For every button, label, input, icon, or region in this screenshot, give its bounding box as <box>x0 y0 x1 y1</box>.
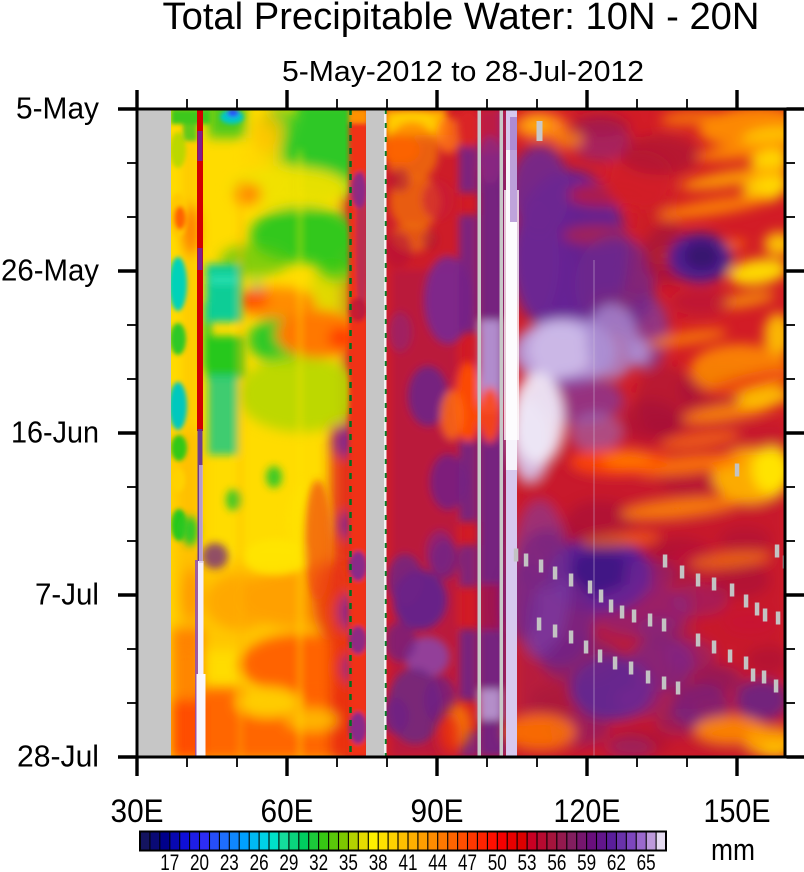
svg-text:44: 44 <box>428 850 447 872</box>
svg-text:17: 17 <box>160 850 179 872</box>
svg-text:32: 32 <box>309 850 328 872</box>
svg-text:26-May: 26-May <box>1 252 99 287</box>
svg-text:Total Precipitable Water: 10N: Total Precipitable Water: 10N - 20N <box>163 0 760 38</box>
svg-text:47: 47 <box>458 850 477 872</box>
svg-text:5-May: 5-May <box>16 90 99 125</box>
svg-text:mm: mm <box>711 832 755 867</box>
svg-text:5-May-2012 to 28-Jul-2012: 5-May-2012 to 28-Jul-2012 <box>282 56 644 88</box>
svg-text:29: 29 <box>279 850 298 872</box>
svg-text:62: 62 <box>607 850 626 872</box>
svg-text:53: 53 <box>518 850 537 872</box>
svg-text:150E: 150E <box>704 793 771 829</box>
svg-text:16-Jun: 16-Jun <box>11 414 99 449</box>
svg-text:56: 56 <box>547 850 566 872</box>
svg-text:65: 65 <box>637 850 656 872</box>
svg-text:28-Jul: 28-Jul <box>17 738 99 773</box>
svg-text:30E: 30E <box>111 793 164 829</box>
svg-text:90E: 90E <box>411 793 464 829</box>
svg-text:7-Jul: 7-Jul <box>35 576 99 611</box>
svg-text:41: 41 <box>398 850 417 872</box>
svg-text:35: 35 <box>339 850 358 872</box>
svg-text:50: 50 <box>488 850 507 872</box>
svg-text:26: 26 <box>250 850 269 872</box>
svg-text:59: 59 <box>577 850 596 872</box>
svg-text:23: 23 <box>220 850 239 872</box>
svg-text:120E: 120E <box>554 793 621 829</box>
svg-text:38: 38 <box>369 850 388 872</box>
svg-text:60E: 60E <box>261 793 314 829</box>
svg-text:20: 20 <box>190 850 209 872</box>
